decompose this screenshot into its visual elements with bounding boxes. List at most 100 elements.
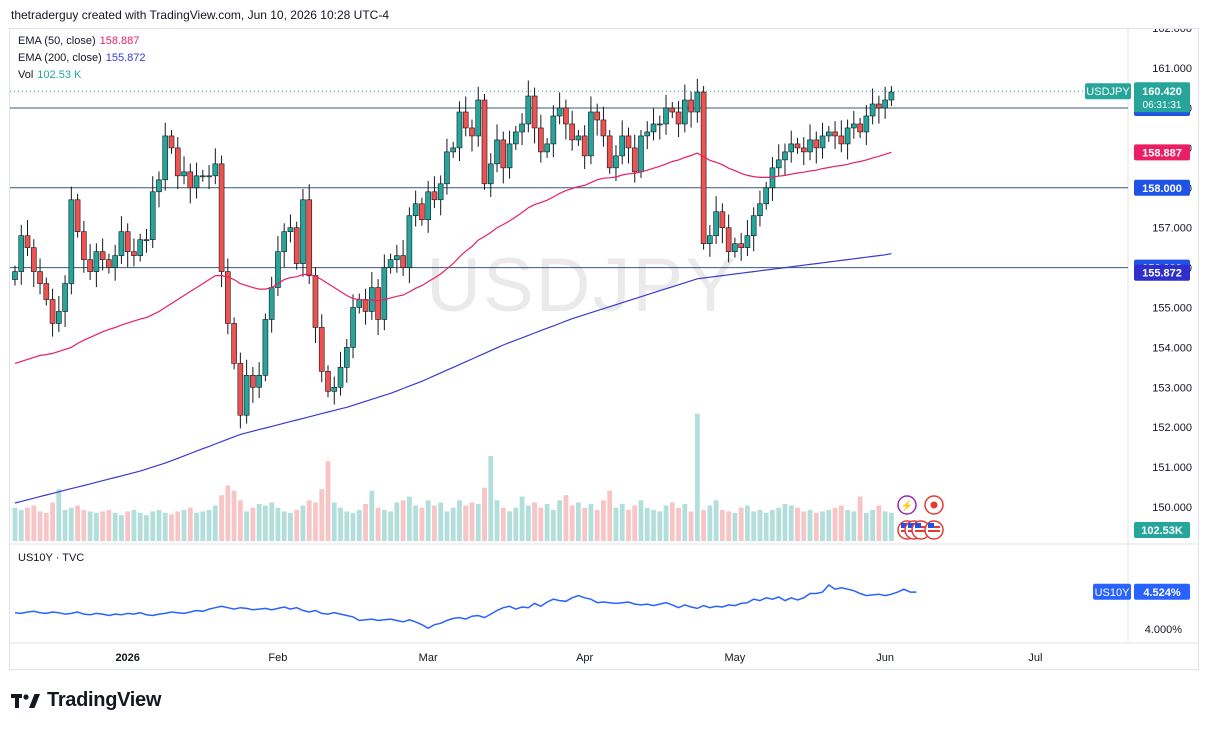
candle: [325, 365, 331, 398]
candle-body: [325, 371, 331, 392]
candle: [744, 220, 751, 257]
candle-body: [744, 235, 751, 248]
volume-bar: [81, 509, 87, 541]
candle: [675, 101, 682, 138]
legend-us10y[interactable]: US10Y · TVC: [18, 552, 84, 564]
volume-bar: [93, 512, 99, 541]
volume-bar: [582, 507, 588, 541]
candle-body: [813, 139, 820, 149]
candle: [732, 237, 738, 258]
volume-bar: [788, 505, 794, 541]
candle: [187, 163, 194, 204]
candle: [56, 295, 62, 332]
volume-bar: [588, 504, 594, 541]
symbol-tag: USDJPY: [1086, 86, 1130, 98]
candle: [62, 275, 68, 328]
candle: [87, 244, 93, 280]
volume-bar: [106, 509, 112, 541]
volume-bar: [494, 500, 500, 541]
volume-bar: [250, 507, 256, 541]
ema50-price-badge: 158.887: [1142, 147, 1182, 159]
candle-body: [206, 175, 212, 178]
candle: [431, 176, 438, 209]
candle: [563, 99, 569, 140]
chart-credit: thetraderguy created with TradingView.co…: [11, 8, 389, 22]
candle-body: [118, 231, 125, 256]
volume-bar: [807, 509, 813, 541]
volume-bar: [156, 509, 162, 541]
volume-bar: [475, 504, 481, 541]
volume-bar: [776, 507, 782, 541]
price-tick-label: 151.000: [1152, 462, 1192, 474]
candle: [763, 181, 770, 210]
candle: [876, 95, 882, 124]
legend-vol[interactable]: Vol 102.53 K: [18, 69, 81, 81]
candle-body: [838, 135, 845, 145]
candle: [588, 96, 594, 165]
volume-bar: [782, 504, 788, 541]
volume-bar: [669, 502, 675, 541]
candle-body: [851, 123, 857, 129]
tradingview-logo[interactable]: TradingView: [11, 689, 161, 712]
legend-ema200[interactable]: EMA (200, close) 155.872: [18, 52, 146, 64]
candle: [707, 224, 713, 257]
candle: [243, 359, 250, 424]
candle: [851, 110, 857, 139]
candle-body: [149, 191, 156, 240]
candle: [231, 317, 237, 370]
candle-body: [168, 135, 175, 149]
chart-frame[interactable]: USDJPY 150.000 151.000 152.000 153.000 154.00…: [9, 28, 1199, 670]
candle-body: [512, 131, 519, 145]
volume-bar: [294, 509, 300, 541]
volume-bar: [826, 509, 832, 541]
candle-body: [738, 243, 744, 248]
time-tick-label: Feb: [268, 652, 287, 664]
volume-bar: [838, 505, 844, 541]
candle-body: [556, 107, 563, 117]
volume-bar: [231, 490, 237, 541]
candle: [487, 153, 494, 197]
candle: [369, 271, 375, 320]
candle-body: [719, 211, 726, 229]
volume-bar: [544, 504, 550, 541]
volume-bar: [150, 511, 156, 541]
price-tick-label: 161.000: [1152, 63, 1192, 75]
volume-bar: [394, 502, 400, 541]
volume-bar: [212, 505, 218, 541]
candle-body: [412, 203, 419, 217]
volume-bar: [31, 505, 37, 541]
volume-bar: [851, 511, 857, 541]
volume-bar: [832, 507, 838, 541]
candle: [838, 120, 845, 153]
us-flag-icon: [924, 520, 944, 540]
candle: [12, 265, 18, 286]
candle: [387, 253, 394, 274]
candle: [769, 157, 776, 201]
volume-bar: [281, 511, 287, 541]
legend-vol-value: 102.53 K: [37, 69, 82, 81]
candle: [462, 96, 469, 137]
us-flag-canton: [908, 523, 914, 528]
volume-bar: [507, 511, 512, 541]
volume-bar: [50, 502, 55, 541]
candle-body: [494, 139, 500, 165]
candle-body: [763, 187, 770, 205]
chart-canvas[interactable]: USDJPY 150.000 151.000 152.000 153.000 154.00…: [10, 29, 1198, 669]
volume-bar: [363, 504, 368, 541]
candle-body: [287, 227, 294, 232]
candle-body: [137, 239, 143, 256]
volume-bar: [125, 511, 131, 541]
volume-bar: [519, 496, 525, 541]
candle: [24, 220, 31, 257]
legend-ema50[interactable]: EMA (50, close) 158.887: [18, 35, 139, 47]
candle: [250, 366, 256, 403]
volume-bar: [68, 507, 74, 541]
volume-bar: [594, 509, 600, 541]
candle: [425, 181, 431, 233]
candle: [143, 228, 150, 253]
volume-bar: [889, 512, 894, 541]
candle-body: [525, 95, 532, 125]
volume-bar: [644, 507, 650, 541]
volume-bar: [269, 502, 275, 541]
candle: [669, 102, 676, 118]
